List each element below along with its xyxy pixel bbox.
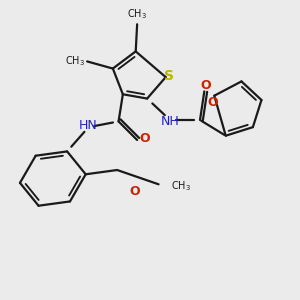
Text: O: O <box>208 96 218 109</box>
Text: CH$_3$: CH$_3$ <box>171 179 191 193</box>
Text: NH: NH <box>160 115 179 128</box>
Text: S: S <box>164 69 174 83</box>
Text: HN: HN <box>79 119 98 132</box>
Text: CH$_3$: CH$_3$ <box>127 8 147 21</box>
Text: O: O <box>140 132 151 145</box>
Text: O: O <box>129 185 140 198</box>
Text: O: O <box>200 79 211 92</box>
Text: CH$_3$: CH$_3$ <box>65 55 85 68</box>
